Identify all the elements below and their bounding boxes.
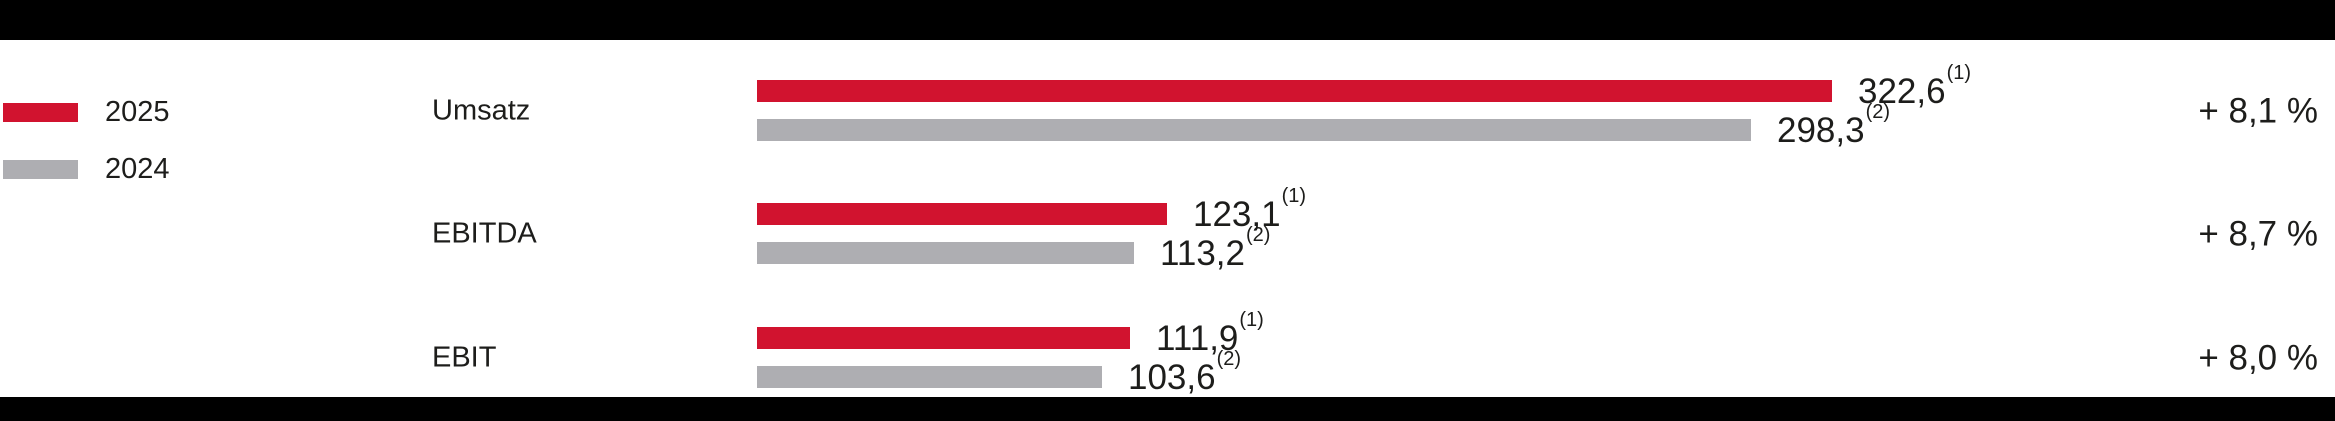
- chart-row-ebit: EBIT 111,9(1) 103,6(2) + 8,0 %: [0, 310, 2335, 395]
- bar-line-umsatz-2025: 322,6(1): [757, 63, 1971, 109]
- legend-swatch-2025: [3, 103, 78, 122]
- legend-item-2025: 2025: [3, 98, 170, 127]
- value-label-ebitda-2025: 123,1(1): [1193, 184, 1307, 234]
- footnote-marker-2: (2): [1246, 223, 1271, 246]
- bar-line-ebitda-2025: 123,1(1): [757, 186, 1306, 232]
- value-label-ebit-2025: 111,9(1): [1156, 308, 1264, 358]
- legend-label-2024: 2024: [105, 153, 170, 185]
- value-label-umsatz-2024: 298,3(2): [1777, 100, 1891, 150]
- footnote-marker-1: (1): [1946, 61, 1972, 84]
- bar-line-ebitda-2024: 113,2(2): [757, 225, 1270, 271]
- change-label-umsatz: + 8,1 %: [2198, 91, 2318, 130]
- bar-ebitda-2024: [757, 242, 1134, 264]
- change-label-ebit: + 8,0 %: [2198, 338, 2318, 377]
- category-label-ebitda: EBITDA: [432, 217, 537, 249]
- category-label-ebit: EBIT: [432, 341, 497, 373]
- chart-row-umsatz: Umsatz 322,6(1) 298,3(2) + 8,1 %: [0, 63, 2335, 148]
- bar-line-umsatz-2024: 298,3(2): [757, 102, 1890, 148]
- value-label-umsatz-2025: 322,6(1): [1858, 61, 1972, 111]
- legend-label-2025: 2025: [105, 96, 170, 128]
- value-label-ebitda-2024: 113,2(2): [1160, 223, 1271, 273]
- footnote-marker-1: (1): [1239, 308, 1264, 331]
- legend-swatch-2024: [3, 160, 78, 179]
- bar-line-ebit-2025: 111,9(1): [757, 310, 1264, 356]
- bar-line-ebit-2024: 103,6(2): [757, 349, 1241, 395]
- footnote-marker-2: (2): [1216, 347, 1242, 370]
- bar-ebit-2025: [757, 327, 1130, 349]
- value-label-ebit-2024: 103,6(2): [1128, 347, 1242, 397]
- change-label-ebitda: + 8,7 %: [2198, 214, 2318, 253]
- chart-row-ebitda: EBITDA 123,1(1) 113,2(2) + 8,7 %: [0, 186, 2335, 271]
- legend-item-2024: 2024: [3, 155, 170, 184]
- bar-ebitda-2025: [757, 203, 1167, 225]
- footnote-marker-1: (1): [1281, 184, 1307, 207]
- footnote-marker-2: (2): [1865, 100, 1891, 123]
- bar-umsatz-2024: [757, 119, 1751, 141]
- top-black-band: [0, 0, 2335, 40]
- bar-ebit-2024: [757, 366, 1102, 388]
- bottom-black-band: [0, 397, 2335, 421]
- category-label-umsatz: Umsatz: [432, 94, 531, 126]
- bar-umsatz-2025: [757, 80, 1832, 102]
